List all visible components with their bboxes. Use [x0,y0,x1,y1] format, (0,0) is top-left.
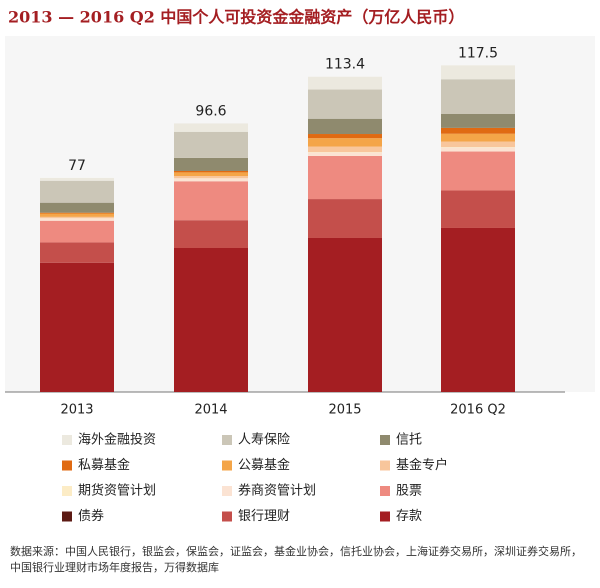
legend-swatch [62,460,72,471]
bar-segment [441,151,515,191]
legend-swatch [62,435,72,445]
legend-swatch [222,486,232,496]
bar-segment [174,247,248,392]
bar-segment [308,118,382,135]
legend-label: 券商资管计划 [238,483,316,499]
x-tick-label: 2014 [194,403,227,418]
legend-swatch [222,460,232,471]
bar-segment [40,220,114,243]
bar-segment [308,155,382,200]
legend-label: 私募基金 [78,457,130,473]
legend-label: 人寿保险 [238,433,290,448]
legend-swatch [62,511,72,522]
bar-segment [441,227,515,392]
bar-segment [174,170,248,173]
bar-segment [174,131,248,158]
legend-swatch [62,486,72,496]
bar-segment [308,76,382,90]
bar-segment [174,220,248,248]
bar-segment [174,175,248,179]
legend-label: 海外金融投资 [78,432,156,448]
bar-segment [441,114,515,128]
bar-segment [40,218,114,221]
bar-segment [40,242,114,263]
bar-segment [40,180,114,203]
bar-segment [308,199,382,238]
legend-label: 银行理财 [238,509,290,524]
bar-segment [441,141,515,148]
legend-swatch [380,460,390,471]
bar-segment [40,262,114,392]
bar-segment [308,89,382,119]
bar-segment [308,152,382,153]
legend-label: 公募基金 [238,457,290,473]
total-label: 96.6 [195,103,226,119]
legend-label: 信托 [396,433,422,448]
legend-swatch [222,511,232,522]
bar-segment [441,127,515,134]
bar-segment [308,237,382,392]
legend-swatch [380,511,390,522]
legend-label: 债券 [78,508,104,524]
x-tick-label: 2016 Q2 [450,403,506,418]
legend-label: 期货资管计划 [78,483,156,499]
legend-swatch [222,435,232,445]
bar-segment [40,212,114,214]
bar-segment [174,123,248,132]
total-label: 117.5 [458,45,498,61]
bar-segment [308,138,382,147]
source-note: 数据来源：中国人民银行，银监会，保监会，证监会，基金业协会，信托业协会，上海证券… [10,545,582,574]
bar-segment [441,147,515,152]
legend-swatch [380,435,390,445]
x-tick-label: 2013 [60,403,93,418]
bar-segment [308,152,382,156]
bar-segment [441,190,515,228]
bar-segment [441,133,515,142]
legend-label: 存款 [396,509,422,524]
bar-segment [174,181,248,221]
total-label: 113.4 [325,57,365,73]
bar-segment [40,216,114,219]
bar-segment [441,79,515,114]
bar-segment [308,134,382,139]
bar-segment [40,202,114,213]
bar-segment [308,146,382,153]
x-tick-label: 2015 [328,403,361,418]
legend-label: 股票 [396,484,422,499]
bar-segment [174,178,248,182]
chart-title: 2013 — 2016 Q2 中国个人可投资金金融资产（万亿人民币） [8,8,464,27]
total-label: 77 [68,158,86,174]
bar-segment [40,177,114,181]
legend-label: 基金专户 [396,457,448,473]
bar-segment [174,172,248,176]
bar-segment [174,157,248,171]
bar-segment [441,147,515,148]
bar-segment [40,213,114,217]
bar-segment [441,65,515,80]
legend-swatch [380,486,390,496]
